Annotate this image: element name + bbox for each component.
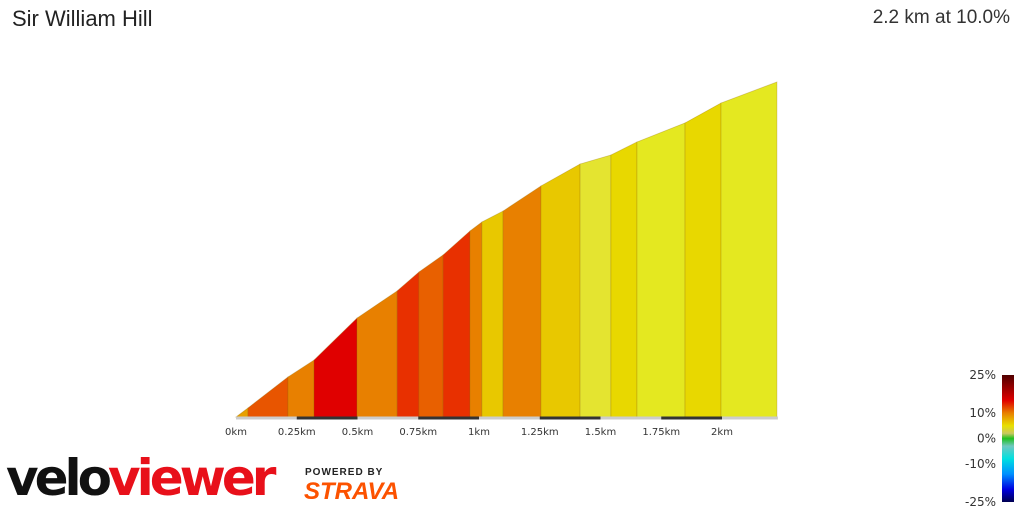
x-tick-label: 1.25km bbox=[521, 427, 559, 438]
x-axis: 0km 0.25km 0.5km 0.75km 1km 1.25km 1.5km 1.75km… bbox=[225, 416, 778, 438]
logo-velo: velo bbox=[6, 449, 112, 507]
profile-segment[interactable] bbox=[287, 359, 315, 418]
segment-title: Sir William Hill bbox=[12, 6, 153, 31]
grade-legend-label: -10% bbox=[965, 457, 996, 471]
profile-segment[interactable] bbox=[442, 230, 471, 418]
powered-by-label: POWERED BY bbox=[305, 467, 384, 478]
segment-summary: 2.2 km at 10.0% bbox=[872, 7, 1010, 28]
x-tick-label: 0km bbox=[225, 427, 247, 438]
profile-segment[interactable] bbox=[720, 81, 778, 418]
profile-segment[interactable] bbox=[636, 122, 686, 418]
profile-segment[interactable] bbox=[579, 154, 612, 418]
profile-segment[interactable] bbox=[684, 102, 722, 418]
x-tick-label: 2km bbox=[711, 427, 733, 438]
logo-viewer: viewer bbox=[108, 449, 276, 507]
profile-segment[interactable] bbox=[234, 407, 249, 418]
profile-segment[interactable] bbox=[247, 376, 289, 418]
profile-segment[interactable] bbox=[469, 221, 483, 418]
profile-segment[interactable] bbox=[610, 141, 638, 418]
x-tick-label: 1km bbox=[468, 427, 490, 438]
x-tick-label: 1.5km bbox=[585, 427, 616, 438]
x-tick-label: 0.75km bbox=[399, 427, 437, 438]
x-tick-label: 0.25km bbox=[278, 427, 316, 438]
profile-segment[interactable] bbox=[418, 254, 444, 418]
x-tick-label: 1.75km bbox=[642, 427, 680, 438]
grade-legend: 25% 10% 0% -10% -25% bbox=[965, 368, 1014, 509]
strava-logo[interactable]: STRAVA bbox=[304, 478, 400, 505]
grade-legend-label: 25% bbox=[969, 368, 996, 382]
grade-legend-label: 10% bbox=[969, 406, 996, 420]
profile-segment[interactable] bbox=[540, 163, 581, 418]
grade-legend-label: -25% bbox=[965, 495, 996, 509]
grade-legend-label: 0% bbox=[977, 432, 996, 446]
profile-segment[interactable] bbox=[396, 271, 420, 418]
veloviewer-logo[interactable]: veloviewer bbox=[6, 448, 276, 508]
profile-segment[interactable] bbox=[502, 185, 542, 418]
grade-legend-bar bbox=[1002, 375, 1014, 502]
x-tick-label: 0.5km bbox=[342, 427, 373, 438]
profile-segments bbox=[234, 81, 778, 418]
profile-segment[interactable] bbox=[356, 290, 398, 418]
profile-segment[interactable] bbox=[313, 317, 358, 418]
profile-segment[interactable] bbox=[481, 210, 504, 418]
